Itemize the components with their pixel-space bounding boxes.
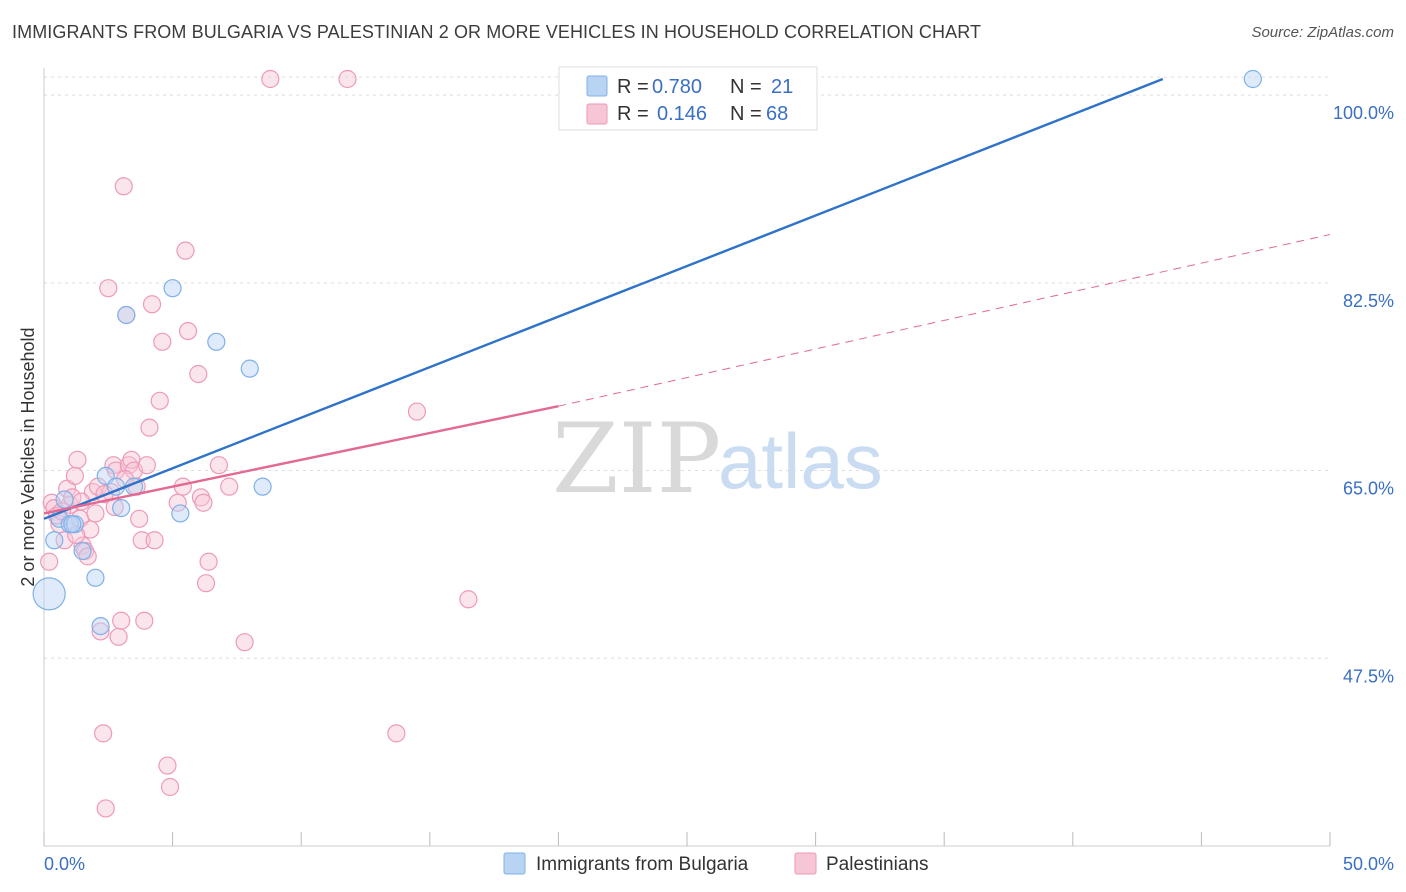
bottom-legend-label-bulgaria: Immigrants from Bulgaria	[536, 854, 749, 875]
bulgaria-trend-line	[43, 77, 1164, 520]
bulgaria-point	[253, 477, 272, 496]
palestinians-trend-extension	[558, 234, 1331, 407]
bulgaria-point	[73, 541, 92, 561]
bottom-legend-swatch-palestinians	[794, 852, 817, 875]
palestinians-point	[459, 590, 478, 609]
palestinians-point	[135, 611, 154, 630]
bulgaria-point	[86, 568, 105, 587]
palestinians-point	[209, 456, 228, 475]
x-tick-marks	[43, 832, 1331, 846]
gridlines	[44, 76, 1330, 659]
bulgaria-point	[91, 616, 110, 636]
bulgaria-point	[63, 515, 82, 534]
palestinians-point	[65, 466, 84, 486]
palestinians-point	[178, 321, 198, 341]
palestinians-trend-line	[43, 405, 559, 515]
palestinians-point	[189, 364, 208, 384]
y-tick-label: 47.5%	[1343, 666, 1394, 686]
palestinians-point	[140, 418, 159, 437]
watermark: ZIP atlas	[552, 403, 883, 515]
palestinians-point	[130, 509, 149, 528]
palestinians-point	[199, 552, 218, 571]
bulgaria-point	[112, 498, 131, 518]
bulgaria-point	[240, 359, 259, 378]
bulgaria-point	[1243, 69, 1262, 89]
bulgaria-point	[32, 577, 66, 611]
bulgaria-point	[117, 305, 136, 325]
palestinians-point	[196, 574, 216, 593]
bottom-legend-swatch-bulgaria	[503, 852, 526, 875]
legend-swatch-bulgaria	[586, 75, 608, 97]
palestinians-point	[94, 724, 113, 743]
legend-r-value-palestinians: 0.146	[657, 103, 707, 125]
palestinians-point	[153, 332, 172, 351]
palestinians-point	[86, 504, 105, 523]
series-legend: Immigrants from Bulgaria Palestinians	[503, 852, 928, 875]
palestinians-point	[96, 799, 115, 818]
y-tick-label: 100.0%	[1333, 103, 1394, 123]
palestinians-point	[387, 724, 406, 743]
palestinians-point	[235, 633, 254, 652]
x-tick-label-max: 50.0%	[1343, 854, 1394, 874]
palestinians-point	[68, 450, 87, 469]
bulgaria-point	[207, 332, 226, 351]
legend-n-value-palestinians: 68	[766, 103, 788, 125]
palestinians-point	[109, 627, 128, 646]
watermark-zip: ZIP	[552, 403, 721, 515]
legend-r-label-palestinians: R =	[617, 103, 649, 125]
bulgaria-point	[55, 490, 74, 509]
legend-n-value-bulgaria: 21	[771, 76, 793, 98]
palestinians-point	[194, 493, 213, 512]
palestinians-point	[78, 547, 97, 566]
y-axis-label: 2 or more Vehicles in Household	[18, 327, 38, 586]
palestinians-point	[112, 611, 131, 630]
palestinians-point	[158, 756, 177, 775]
y-tick-labels: 100.0% 82.5% 65.0% 47.5%	[1333, 103, 1394, 686]
y-tick-label: 65.0%	[1343, 479, 1394, 499]
palestinians-point	[261, 69, 280, 89]
palestinians-point	[150, 391, 169, 410]
palestinians-point	[132, 531, 151, 550]
palestinians-points	[40, 69, 478, 818]
palestinians-point	[220, 477, 239, 496]
legend-swatch-palestinians	[586, 103, 608, 125]
palestinians-point	[142, 295, 162, 314]
palestinians-point	[99, 279, 118, 298]
palestinians-point	[137, 456, 156, 475]
palestinians-point	[168, 493, 187, 512]
x-tick-label-min: 0.0%	[44, 854, 85, 874]
bulgaria-points	[32, 69, 1262, 636]
y-tick-label: 82.5%	[1343, 291, 1394, 311]
palestinians-point	[145, 531, 164, 550]
source-label: Source: ZipAtlas.com	[1251, 24, 1394, 41]
legend-n-label-bulgaria: N =	[730, 76, 762, 98]
palestinians-point	[407, 402, 427, 421]
palestinians-point	[176, 241, 195, 260]
palestinians-point	[114, 177, 133, 196]
bulgaria-point	[171, 504, 190, 523]
palestinians-point	[55, 531, 74, 550]
bulgaria-point	[45, 531, 64, 550]
palestinians-point	[40, 552, 59, 571]
bottom-legend-label-palestinians: Palestinians	[826, 854, 928, 875]
trend-lines	[43, 77, 1331, 520]
palestinians-point	[160, 777, 180, 797]
legend-n-label-palestinians: N =	[730, 103, 762, 125]
legend-r-value-bulgaria: 0.780	[652, 76, 702, 98]
palestinians-point	[338, 69, 357, 89]
palestinians-point	[91, 622, 110, 641]
correlation-legend: R = 0.780 N = 21 R = 0.146 N = 68	[558, 66, 818, 131]
watermark-atlas: atlas	[718, 417, 883, 505]
legend-r-label-bulgaria: R =	[617, 76, 649, 98]
bulgaria-point	[163, 279, 182, 298]
chart-title: IMMIGRANTS FROM BULGARIA VS PALESTINIAN …	[12, 22, 982, 42]
